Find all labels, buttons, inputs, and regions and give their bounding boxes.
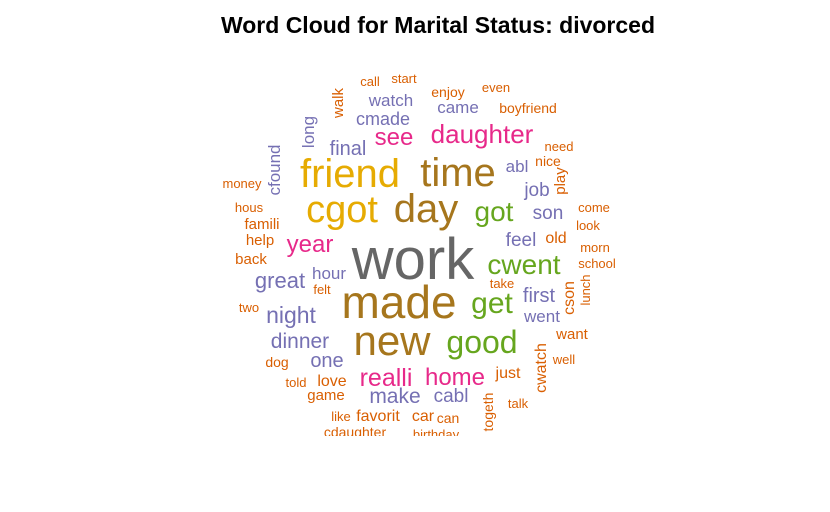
word-son: son [533,203,564,224]
word-new: new [353,317,431,364]
word-night: night [266,302,316,328]
word-went: went [523,307,560,326]
word-cgot: cgot [306,189,378,231]
word-one: one [310,350,343,372]
word-two: two [239,300,259,315]
word-friend: friend [300,152,400,196]
word-school: school [578,256,616,271]
word-dinner: dinner [271,330,329,353]
word-daughter: daughter [431,119,534,149]
word-abl: abl [506,157,529,176]
chart-title: Word Cloud for Marital Status: divorced [220,12,656,38]
word-talk: talk [508,396,529,411]
word-morn: morn [580,240,610,255]
word-time: time [420,151,496,195]
word-cabl: cabl [434,386,469,407]
word-long: long [299,116,318,148]
word-money: money [222,176,262,191]
word-can: can [437,410,460,426]
word-cmade: cmade [356,109,410,129]
word-get: get [471,287,513,320]
word-togeth: togeth [480,393,496,432]
word-hour: hour [312,264,346,283]
word-dog: dog [265,354,288,370]
word-back: back [235,251,267,268]
word-cfound: cfound [265,144,284,195]
word-first: first [523,285,556,307]
word-home: home [425,364,485,391]
word-cson: cson [561,281,578,315]
word-good: good [446,324,517,360]
word-game: game [307,387,345,404]
word-old: old [545,230,566,247]
word-work: work [351,227,475,292]
word-famili: famili [244,216,279,233]
word-felt: felt [313,282,331,297]
word-well: well [552,352,576,367]
word-birthday: birthday [413,427,460,442]
word-watch: watch [368,91,413,110]
word-final: final [330,138,367,160]
word-want: want [555,326,589,343]
word-hous: hous [235,200,264,215]
word-told: told [286,375,307,390]
word-cwent: cwent [487,249,560,280]
word-great: great [255,268,305,293]
word-came: came [437,98,479,117]
word-look: look [576,218,600,233]
word-realli: realli [360,364,413,392]
word-job: job [523,180,549,201]
word-even: even [482,80,510,95]
word-year: year [287,231,334,258]
word-like: like [331,409,351,424]
word-feel: feel [506,230,537,251]
word-need: need [545,139,574,154]
word-play: play [552,167,569,195]
word-enjoy: enjoy [431,84,464,100]
word-call: call [360,74,380,89]
word-love: love [317,373,346,390]
word-just: just [495,365,521,382]
word-favorit: favorit [356,408,400,425]
word-come: come [578,200,610,215]
word-day: day [394,187,459,231]
word-car: car [412,408,435,425]
word-help: help [246,232,274,249]
word-cdaughter: cdaughter [324,424,387,440]
word-cwatch: cwatch [533,343,550,393]
word-start: start [391,71,417,86]
word-got: got [475,196,514,227]
word-take: take [490,276,515,291]
word-walk: walk [330,88,347,120]
word-made: made [341,276,456,328]
word-nice: nice [535,153,561,169]
word-make: make [369,385,420,408]
word-see: see [375,124,414,151]
word-boyfriend: boyfriend [499,100,557,116]
word-lunch: lunch [578,274,593,305]
